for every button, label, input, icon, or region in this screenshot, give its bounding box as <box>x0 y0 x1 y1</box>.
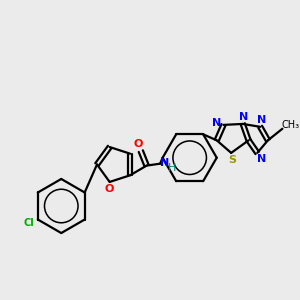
Text: O: O <box>104 184 113 194</box>
Text: H: H <box>167 163 176 172</box>
Text: S: S <box>228 155 236 165</box>
Text: N: N <box>160 158 170 168</box>
Text: N: N <box>212 118 221 128</box>
Text: N: N <box>256 115 266 125</box>
Text: N: N <box>256 154 266 164</box>
Text: O: O <box>133 140 142 149</box>
Text: Cl: Cl <box>24 218 34 228</box>
Text: CH₃: CH₃ <box>281 120 299 130</box>
Text: N: N <box>239 112 248 122</box>
